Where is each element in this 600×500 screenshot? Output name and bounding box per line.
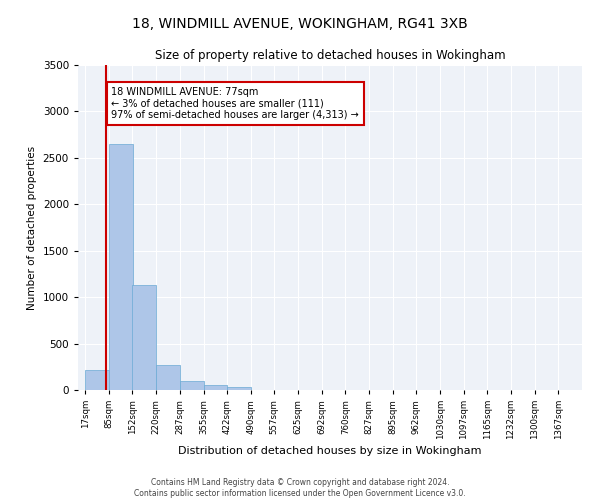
- Y-axis label: Number of detached properties: Number of detached properties: [27, 146, 37, 310]
- Text: Contains HM Land Registry data © Crown copyright and database right 2024.
Contai: Contains HM Land Registry data © Crown c…: [134, 478, 466, 498]
- Text: 18 WINDMILL AVENUE: 77sqm
← 3% of detached houses are smaller (111)
97% of semi-: 18 WINDMILL AVENUE: 77sqm ← 3% of detach…: [112, 88, 359, 120]
- Bar: [85, 370, 109, 390]
- Text: 18, WINDMILL AVENUE, WOKINGHAM, RG41 3XB: 18, WINDMILL AVENUE, WOKINGHAM, RG41 3XB: [132, 18, 468, 32]
- Title: Size of property relative to detached houses in Wokingham: Size of property relative to detached ho…: [155, 50, 505, 62]
- Bar: [133, 285, 156, 390]
- Bar: [180, 380, 203, 390]
- Bar: [203, 385, 227, 390]
- X-axis label: Distribution of detached houses by size in Wokingham: Distribution of detached houses by size …: [178, 446, 482, 456]
- Bar: [109, 144, 133, 390]
- Bar: [227, 387, 251, 390]
- Bar: [156, 365, 180, 390]
